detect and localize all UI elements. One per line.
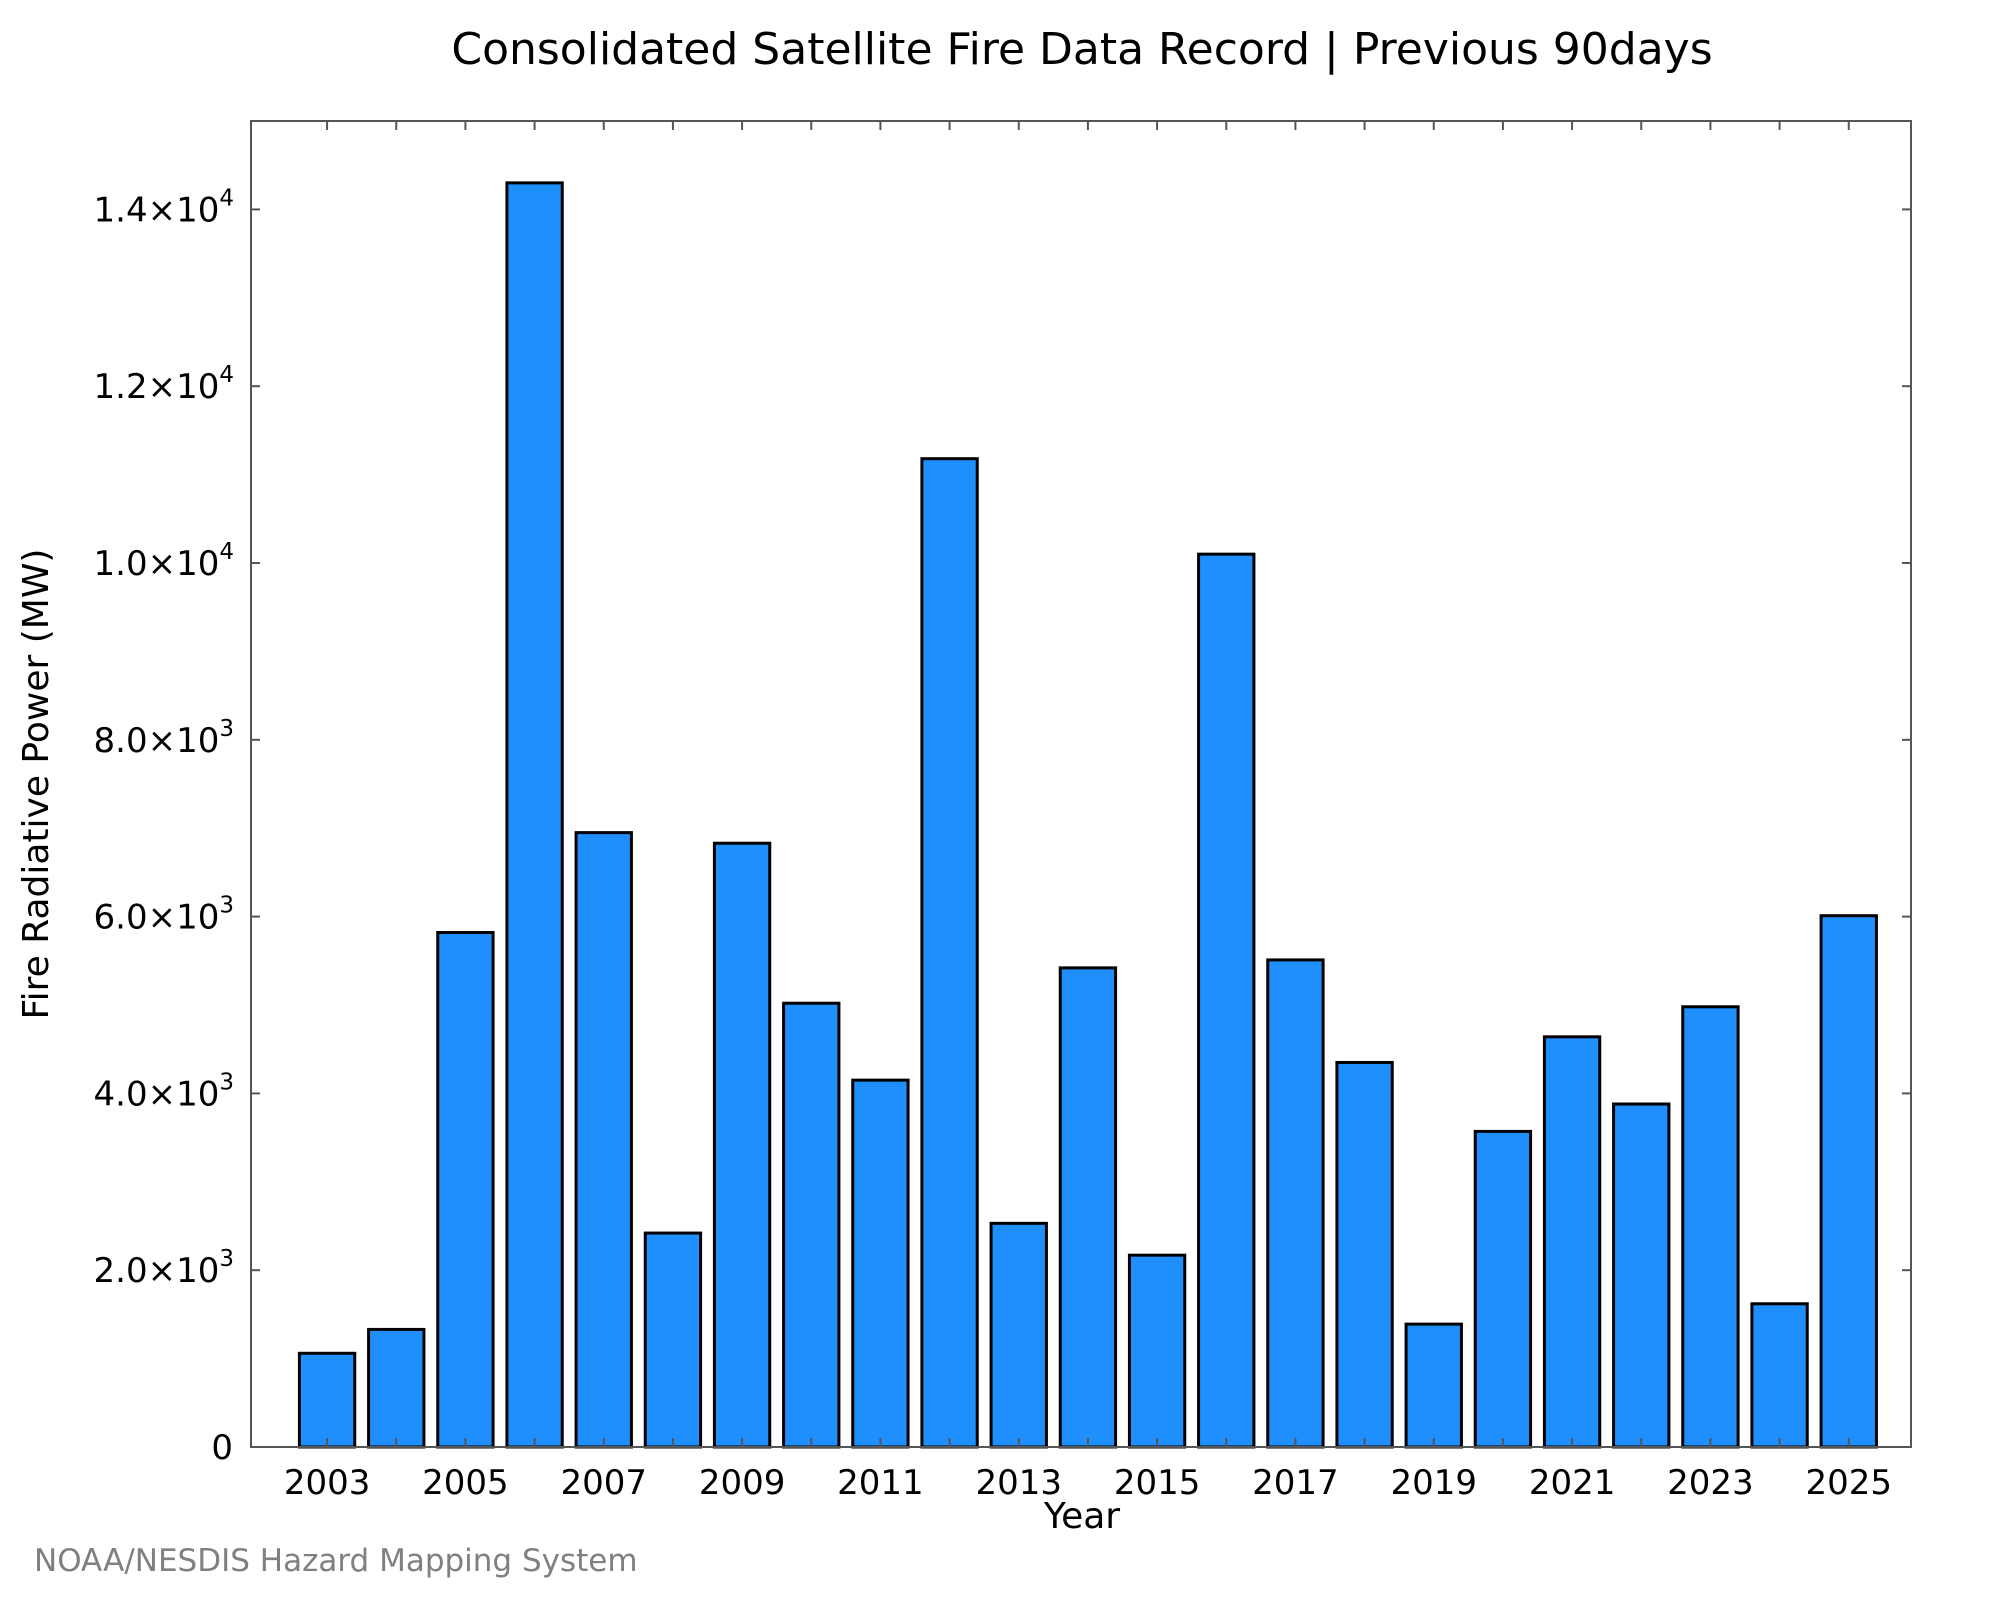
bar-2015 [1127,1253,1187,1449]
x-tick-label: 2005 [422,1463,509,1503]
bar-2006 [505,181,564,1449]
x-axis-label: Year [1043,1496,1120,1537]
x-tick-label: 2023 [1667,1463,1754,1503]
credit-text: NOAA/NESDIS Hazard Mapping System [34,1543,638,1579]
x-axis-ticks: 2003 2005 2007 2009 2011 2013 2015 2017 2019 2021… [284,121,1892,1503]
y-tick-label: 0 [211,1428,233,1468]
y-tick-label: 1.4×104 [94,185,234,230]
x-tick-label: 2025 [1805,1463,1892,1503]
x-tick-label: 2019 [1390,1463,1477,1503]
bar-2025 [1819,914,1878,1449]
bar-2007 [574,831,633,1449]
bar-2011 [851,1078,910,1449]
bar-2005 [436,931,495,1449]
bar-2016 [1197,552,1256,1449]
y-axis-ticks: 0 2.0×103 4.0×103 6.0×103 8.0×103 1.0×104 1.2×… [94,185,1911,1468]
plot-frame [250,120,1912,1448]
bar-2021 [1542,1035,1602,1449]
bar-2004 [367,1327,426,1449]
bar-2019 [1404,1322,1463,1449]
bar-2012 [920,457,979,1449]
bar-2003 [297,1351,357,1449]
bar-2020 [1473,1129,1533,1449]
x-tick-label: 2003 [284,1463,371,1503]
x-tick-label: 2013 [975,1463,1062,1503]
bar-2008 [643,1231,703,1449]
bar-2014 [1058,966,1118,1449]
y-tick-label: 6.0×103 [94,893,234,938]
y-tick-label: 8.0×103 [94,716,234,761]
x-tick-label: 2017 [1252,1463,1339,1503]
x-tick-label: 2021 [1529,1463,1616,1503]
bar-2013 [989,1221,1048,1449]
bars-group [297,181,1878,1449]
x-tick-label: 2015 [1114,1463,1201,1503]
y-axis-label: Fire Radiative Power (MW) [16,549,57,1020]
bar-2024 [1750,1302,1809,1449]
x-tick-label: 2011 [837,1463,924,1503]
bar-2017 [1266,958,1325,1449]
bar-2023 [1681,1005,1740,1449]
x-tick-label: 2009 [699,1463,786,1503]
bar-2018 [1335,1060,1394,1449]
bar-2022 [1612,1102,1671,1449]
x-tick-label: 2007 [560,1463,647,1503]
y-tick-label: 1.2×104 [94,362,234,407]
chart-title: Consolidated Satellite Fire Data Record … [451,24,1712,75]
y-tick-label: 2.0×103 [94,1246,234,1291]
bar-2010 [782,1001,841,1449]
bar-2009 [712,841,772,1449]
y-tick-label: 1.0×104 [94,539,234,584]
y-tick-label: 4.0×103 [94,1069,234,1114]
